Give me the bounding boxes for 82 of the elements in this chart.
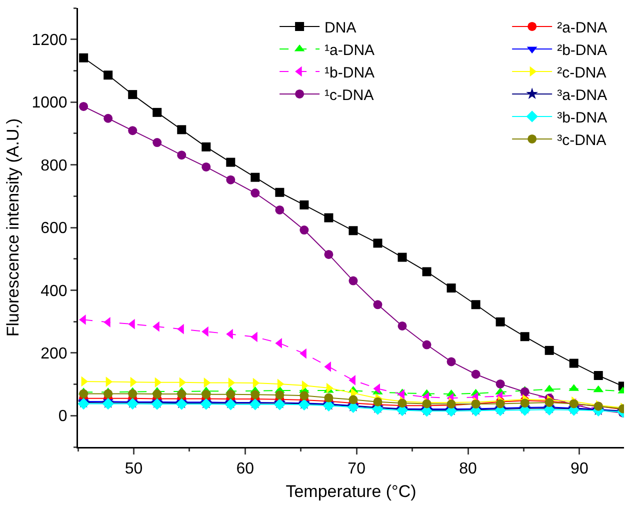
legend-label: ³a-DNA: [557, 86, 608, 104]
point: [446, 357, 456, 366]
legend-label: ²b-DNA: [557, 42, 608, 59]
y-tick-label: 600: [40, 220, 68, 238]
point: [300, 391, 309, 400]
point: [324, 250, 334, 259]
point: [177, 150, 186, 160]
point: [104, 114, 113, 123]
y-tick-label: 1000: [32, 94, 68, 112]
point: [128, 389, 138, 398]
point: [520, 387, 530, 396]
y-tick-label: 200: [40, 346, 68, 363]
point: [104, 389, 113, 398]
legend-label: ³b-DNA: [557, 109, 608, 126]
point: [373, 300, 382, 310]
point: [275, 390, 284, 400]
point: [250, 188, 260, 198]
point: [128, 90, 138, 100]
legend-label: ²a-DNA: [557, 19, 608, 36]
point: [228, 378, 236, 388]
point: [275, 205, 284, 214]
point: [152, 138, 162, 148]
point: [471, 370, 480, 379]
point: [202, 162, 211, 172]
x-tick-label: 80: [459, 460, 477, 478]
y-tick-label: 800: [40, 157, 68, 174]
point: [348, 276, 358, 286]
point: [275, 188, 284, 197]
point: [128, 126, 138, 136]
legend-label: ¹b-DNA: [324, 64, 375, 82]
x-tick-label: 60: [236, 460, 254, 478]
point: [446, 284, 456, 293]
point: [496, 317, 505, 326]
point: [202, 390, 211, 399]
point: [79, 389, 88, 398]
legend-label: DNA: [324, 19, 356, 36]
point: [471, 300, 480, 310]
point: [398, 252, 407, 262]
point: [300, 200, 309, 210]
point: [398, 398, 407, 408]
point: [177, 390, 186, 399]
point: [104, 70, 113, 80]
point: [520, 398, 530, 408]
point: [422, 340, 432, 350]
point: [250, 390, 260, 400]
point: [544, 346, 554, 355]
point: [202, 142, 211, 152]
point: [520, 332, 530, 342]
point: [177, 125, 186, 134]
point: [250, 172, 260, 182]
point: [569, 358, 578, 368]
point: [373, 238, 382, 248]
point: [348, 395, 358, 404]
x-tick-label: 90: [570, 460, 588, 478]
y-tick-label: 1200: [32, 32, 68, 49]
legend-label: ¹c-DNA: [324, 86, 374, 104]
x-axis-title: Temperature (°C): [286, 482, 416, 501]
legend-label: ²c-DNA: [557, 64, 606, 82]
point: [152, 108, 162, 117]
point: [324, 213, 334, 222]
point: [300, 226, 309, 235]
point: [226, 158, 236, 167]
point: [152, 390, 162, 399]
legend-label: ³c-DNA: [557, 132, 606, 149]
point: [226, 175, 236, 184]
y-tick-label: 0: [58, 408, 68, 426]
y-axis-title: Fluorescence intensity (A.U.): [4, 118, 23, 337]
point: [79, 102, 88, 111]
point: [373, 397, 382, 406]
point: [496, 379, 505, 388]
x-tick-label: 70: [348, 460, 366, 478]
legend-label: ¹a-DNA: [324, 42, 375, 59]
point: [348, 226, 358, 236]
x-tick-label: 50: [124, 460, 143, 478]
y-tick-label: 400: [40, 282, 68, 300]
point: [204, 378, 211, 388]
point: [106, 376, 113, 387]
point: [79, 53, 88, 62]
point: [226, 390, 236, 399]
point: [594, 371, 603, 380]
point: [398, 321, 407, 330]
point: [422, 267, 432, 276]
